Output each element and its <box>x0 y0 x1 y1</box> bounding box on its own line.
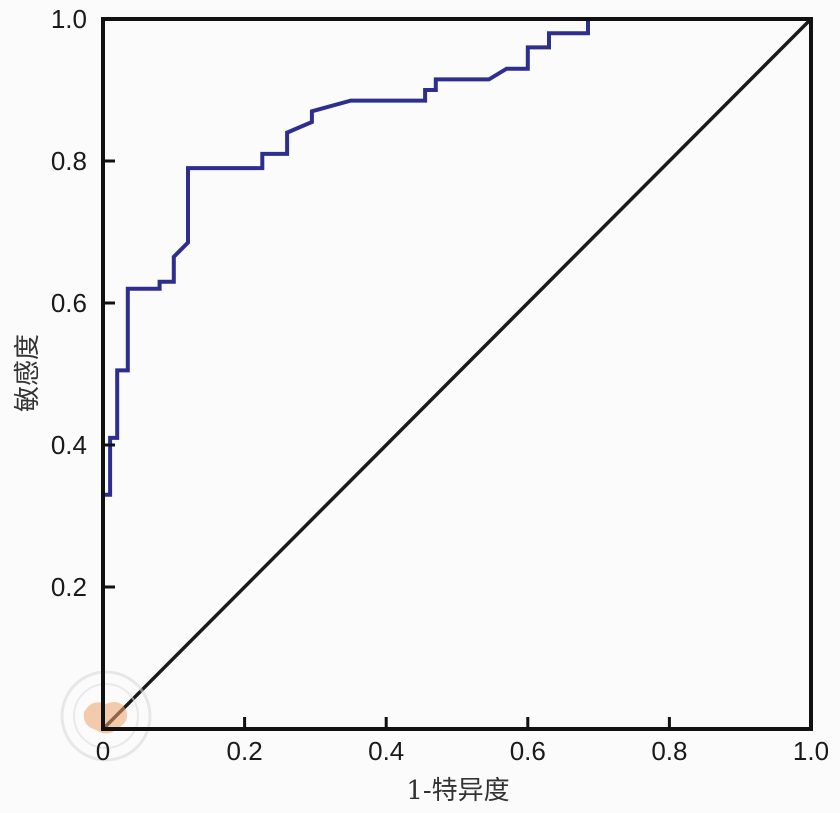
x-tick-label: 0 <box>96 736 110 766</box>
x-tick-label: 0.4 <box>368 736 404 766</box>
x-tick-label: 1.0 <box>793 736 829 766</box>
reference-diagonal-line <box>101 17 813 731</box>
x-tick-label: 0.2 <box>227 736 263 766</box>
watermark-seal <box>60 670 152 762</box>
x-tick-label: 0.8 <box>651 736 687 766</box>
y-tick-label: 0.2 <box>51 572 87 602</box>
y-axis-title: 敏感度 <box>13 334 43 412</box>
y-tick-label: 0.8 <box>51 146 87 176</box>
y-tick-label: 0.6 <box>51 288 87 318</box>
plot-frame: 0 0.2 0.4 0.6 0.8 1.0 0.2 0.4 0.6 0.8 1.0 <box>51 4 829 766</box>
y-tick-label: 0.4 <box>51 430 87 460</box>
y-tick-label: 1.0 <box>51 4 87 34</box>
x-axis-title: 1-特异度 <box>406 776 509 806</box>
plot-border <box>101 17 813 731</box>
roc-curve-line <box>101 17 811 729</box>
plot-marks <box>101 17 813 731</box>
x-tick-label: 0.6 <box>510 736 546 766</box>
